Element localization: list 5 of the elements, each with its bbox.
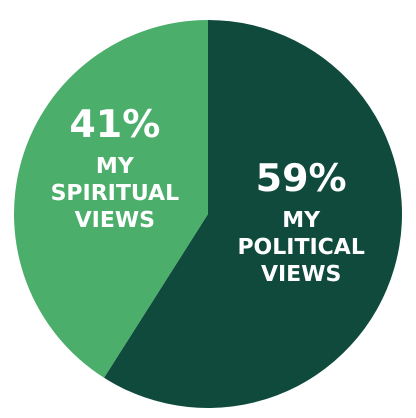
slice-label: MY POLITICAL VIEWS [237,208,365,288]
data-label: 41% [69,102,160,146]
pie-slice [14,20,208,378]
slice-label: MY SPIRITUAL VIEWS [50,154,180,233]
data-label: 59% [256,156,347,200]
